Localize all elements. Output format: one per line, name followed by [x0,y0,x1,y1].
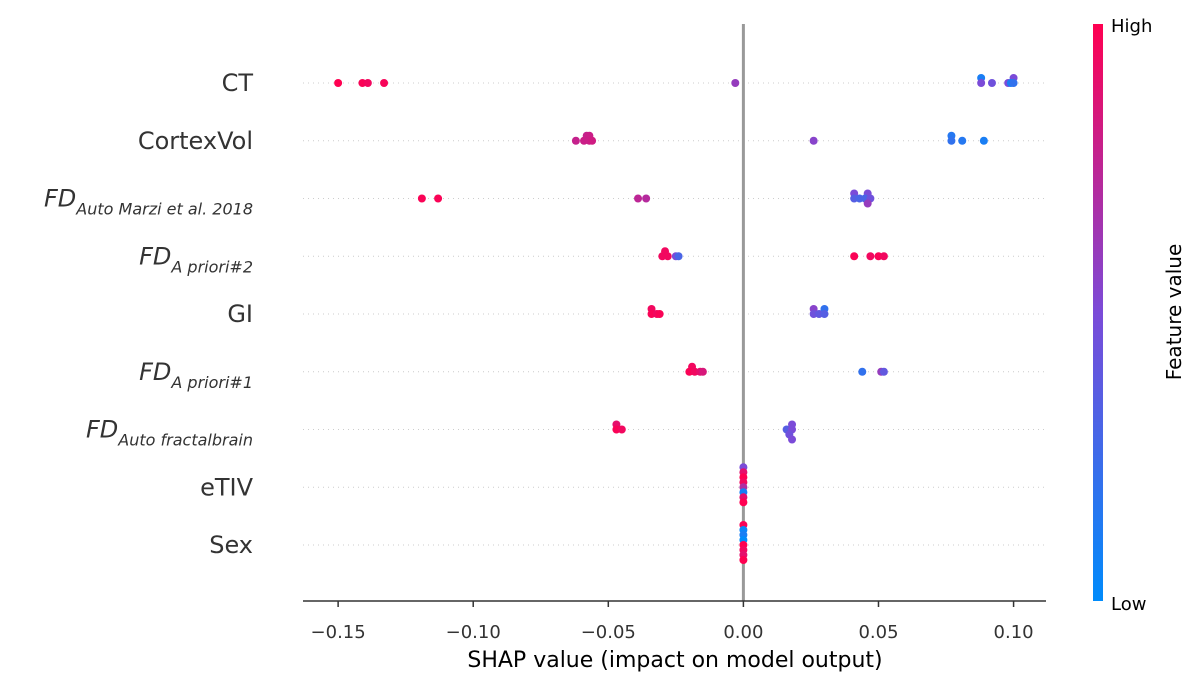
colorbar-title: Feature value [1162,244,1186,381]
data-point [879,252,888,261]
data-point [334,79,343,87]
feature-label: CT [222,69,254,97]
feature-label: FDAuto fractalbrain [86,416,253,450]
data-point [434,194,443,203]
colorbar-high-label: High [1111,16,1152,37]
data-point [663,252,672,261]
x-tick-label: −0.15 [311,622,366,643]
feature-label: Sex [209,531,253,559]
data-point [380,79,389,87]
data-point [417,194,426,203]
data-point [863,199,872,208]
x-axis-title: SHAP value (impact on model output) [467,648,882,673]
feature-label-base: FD [139,358,171,386]
x-tick-label: −0.10 [446,622,501,643]
x-tick-label: 0.05 [858,622,898,643]
data-point [788,435,797,444]
data-point [739,556,748,564]
x-tick-label: 0.10 [994,622,1034,643]
feature-label: CortexVol [138,127,253,155]
feature-label-base: CT [222,69,254,97]
data-point [731,79,740,87]
data-point [674,252,683,261]
feature-label: eTIV [200,473,254,501]
feature-label-subscript: A priori#1 [170,373,253,392]
feature-label: FDAuto Marzi et al. 2018 [44,185,253,219]
colorbar-gradient [1093,24,1103,601]
row-guides [303,82,1046,546]
data-point [698,367,707,376]
data-point [987,79,996,87]
data-point [634,194,643,203]
feature-label: FDA priori#2 [139,242,253,276]
feature-label-base: FD [44,185,76,213]
data-point [588,136,597,145]
feature-label-subscript: A priori#2 [170,257,253,276]
data-point [642,194,651,203]
data-point [958,136,967,145]
x-tick-label: 0.00 [723,622,763,643]
data-point [363,79,372,87]
data-point [1009,79,1018,87]
data-point [820,310,829,318]
feature-label-base: eTIV [200,473,254,501]
data-point [617,425,626,434]
data-point [979,136,988,145]
feature-label-subscript: Auto Marzi et al. 2018 [75,200,253,219]
data-point [571,136,580,145]
feature-label-base: FD [86,416,118,444]
colorbar-low-label: Low [1111,594,1146,615]
feature-label-base: FD [139,242,171,270]
data-point [850,252,859,261]
feature-label: GI [227,300,253,328]
data-point [739,498,748,507]
feature-label-subscript: Auto fractalbrain [117,431,253,450]
feature-label: FDA priori#1 [139,358,253,392]
data-point [858,367,867,376]
feature-label-base: CortexVol [138,127,253,155]
data-point [866,252,875,261]
data-point [947,136,956,145]
feature-label-base: Sex [209,531,253,559]
data-point [809,136,818,145]
colorbar: High Low Feature value [1093,16,1186,615]
feature-label-base: GI [227,300,253,328]
x-axis: −0.15 −0.10 −0.05 0.00 0.05 0.10 [303,600,1046,643]
data-points [334,74,1018,564]
data-point [655,310,664,318]
data-point [879,367,888,376]
x-tick-label: −0.05 [581,622,636,643]
data-point [977,79,986,87]
